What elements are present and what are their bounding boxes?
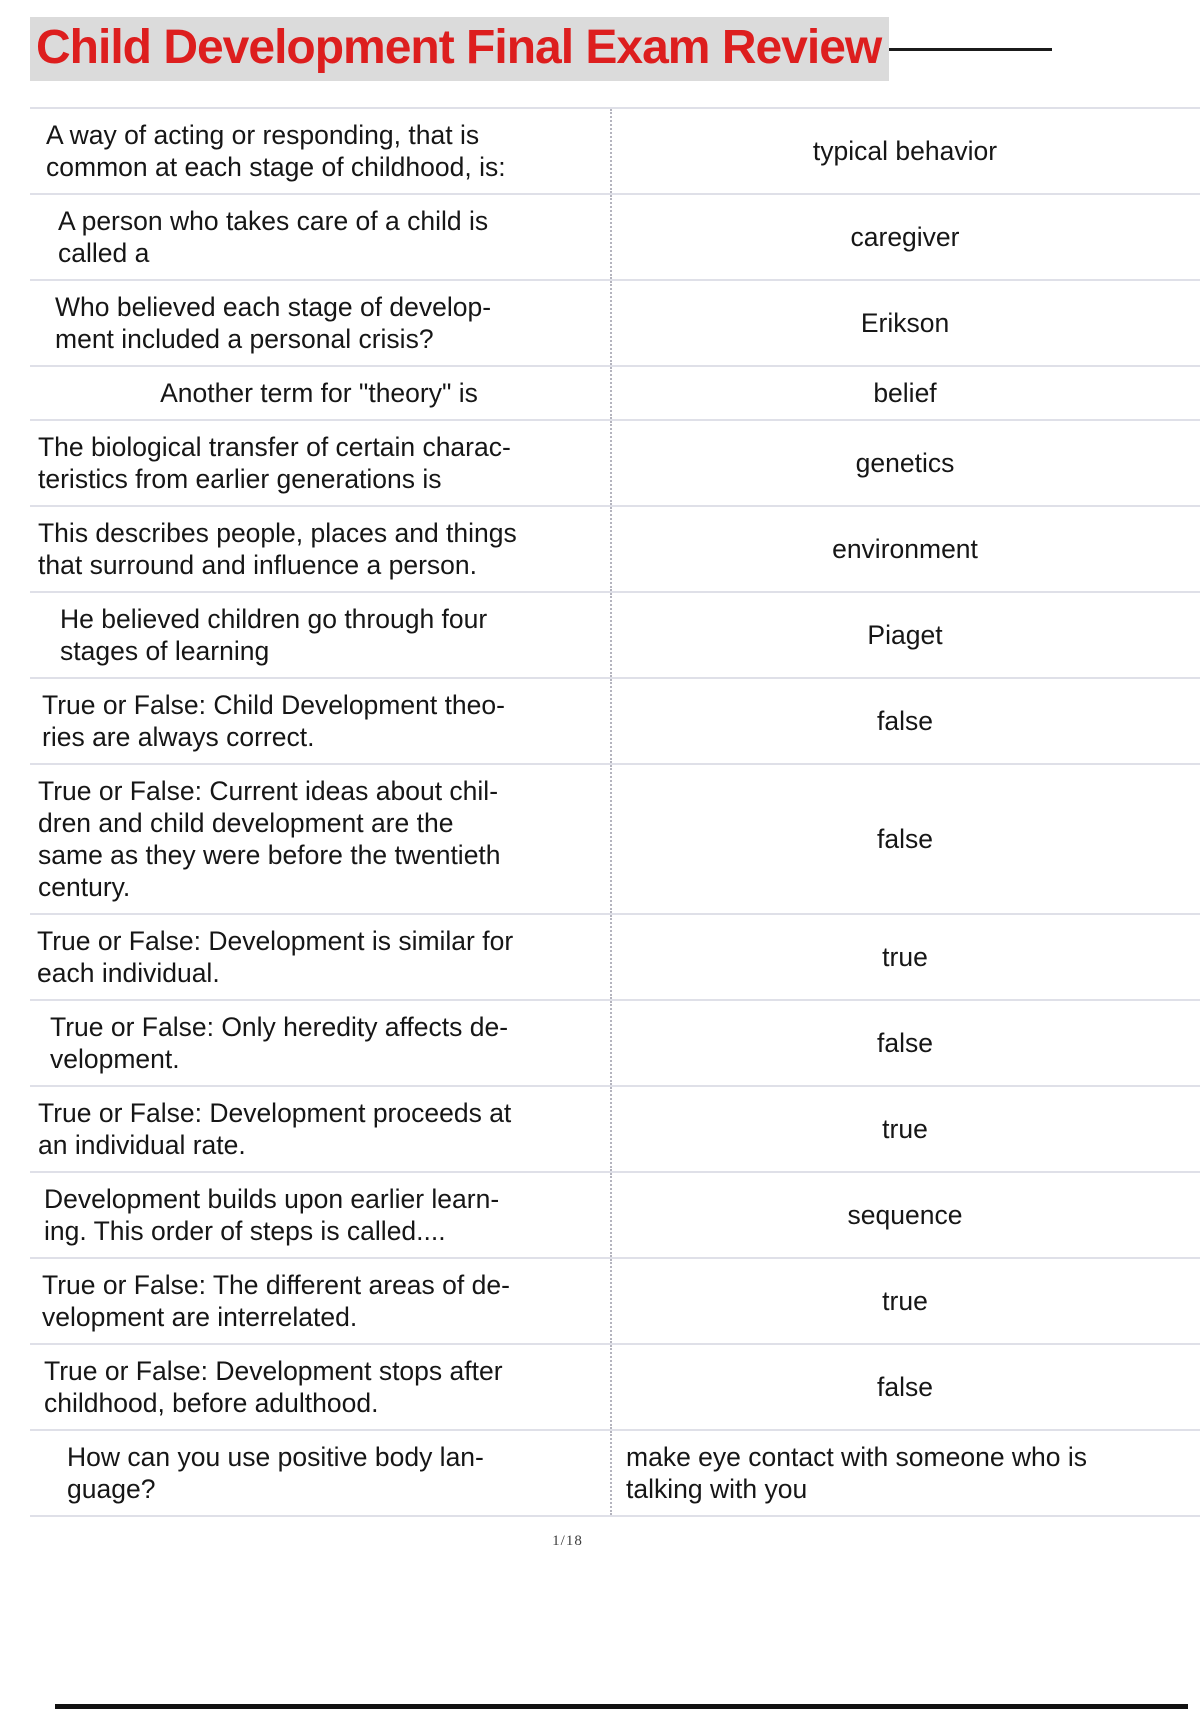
question-cell: A way of acting or responding, that is c… xyxy=(30,109,612,193)
table-row: Development builds upon earlier learn- i… xyxy=(30,1173,1200,1259)
answer-cell: false xyxy=(877,1372,933,1402)
question-cell: This describes people, places and things… xyxy=(30,507,612,591)
header: Child Development Final Exam Review xyxy=(30,17,1200,81)
page-indicator: 1/18 xyxy=(552,1533,583,1549)
bottom-page-rule xyxy=(55,1704,1188,1709)
table-row: Who believed each stage of develop- ment… xyxy=(30,281,1200,367)
table-row: Another term for "theory" is belief xyxy=(30,367,1200,421)
table-row: A person who takes care of a child is ca… xyxy=(30,195,1200,281)
answer-cell: belief xyxy=(873,378,937,408)
answer-cell: true xyxy=(882,942,928,972)
question-cell: True or False: Only heredity affects de-… xyxy=(30,1001,612,1085)
question-cell: True or False: Development is similar fo… xyxy=(30,915,612,999)
answer-cell: typical behavior xyxy=(812,136,998,166)
answer-cell: environment xyxy=(832,534,978,564)
answer-cell: true xyxy=(882,1114,928,1144)
answer-cell: false xyxy=(877,824,933,854)
table-row: He believed children go through four sta… xyxy=(30,593,1200,679)
answer-cell: Erikson xyxy=(860,308,950,338)
answer-cell: false xyxy=(877,706,933,736)
answer-cell: genetics xyxy=(855,448,955,478)
answer-cell: Piaget xyxy=(867,620,943,650)
table-row: True or False: Development is similar fo… xyxy=(30,915,1200,1001)
answer-cell: false xyxy=(877,1028,933,1058)
question-cell: Who believed each stage of develop- ment… xyxy=(30,281,612,365)
page-title: Child Development Final Exam Review xyxy=(30,17,890,81)
answer-cell: caregiver xyxy=(850,222,960,252)
table-row: True or False: Current ideas about chil-… xyxy=(30,765,1200,915)
question-cell: The biological transfer of certain chara… xyxy=(30,421,612,505)
answer-cell: make eye contact with someone who is tal… xyxy=(626,1442,1088,1504)
table-row: True or False: Development proceeds at a… xyxy=(30,1087,1200,1173)
table-row: True or False: Only heredity affects de-… xyxy=(30,1001,1200,1087)
table-row: This describes people, places and things… xyxy=(30,507,1200,593)
table-row: A way of acting or responding, that is c… xyxy=(30,109,1200,195)
question-cell: A person who takes care of a child is ca… xyxy=(30,195,612,279)
question-cell: True or False: Development proceeds at a… xyxy=(30,1087,612,1171)
answer-cell: true xyxy=(882,1286,928,1316)
question-cell: Another term for "theory" is xyxy=(30,367,612,419)
question-cell: How can you use positive body lan- guage… xyxy=(30,1431,612,1515)
question-cell: True or False: The different areas of de… xyxy=(30,1259,612,1343)
table-row: The biological transfer of certain chara… xyxy=(30,421,1200,507)
table-row: How can you use positive body lan- guage… xyxy=(30,1431,1200,1517)
title-underline-rule xyxy=(889,47,1053,51)
question-cell: True or False: Child Development theo- r… xyxy=(30,679,612,763)
table-row: True or False: Development stops after c… xyxy=(30,1345,1200,1431)
question-cell: True or False: Current ideas about chil-… xyxy=(30,765,612,913)
table-row: True or False: The different areas of de… xyxy=(30,1259,1200,1345)
question-cell: Development builds upon earlier learn- i… xyxy=(30,1173,612,1257)
answer-cell: sequence xyxy=(847,1200,963,1230)
flashcard-table: A way of acting or responding, that is c… xyxy=(30,107,1200,1517)
question-cell: True or False: Development stops after c… xyxy=(30,1345,612,1429)
question-cell: He believed children go through four sta… xyxy=(30,593,612,677)
table-row: True or False: Child Development theo- r… xyxy=(30,679,1200,765)
